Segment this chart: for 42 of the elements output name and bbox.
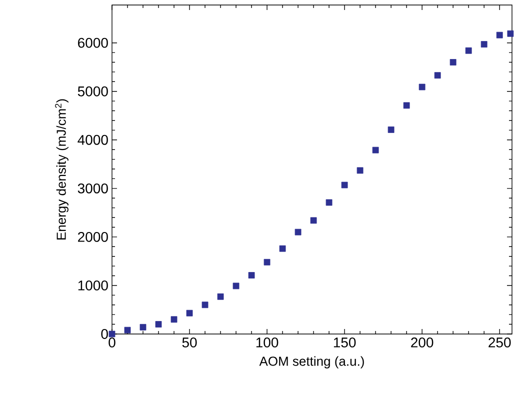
point xyxy=(202,302,208,308)
x-axis-title: AOM setting (a.u.) xyxy=(259,356,364,368)
point xyxy=(217,293,224,300)
point xyxy=(248,272,255,278)
point xyxy=(450,59,456,66)
y-tick-label: 2000 xyxy=(78,232,108,242)
point xyxy=(279,245,286,252)
x-tick-label: 250 xyxy=(488,338,511,348)
point xyxy=(264,258,270,266)
point xyxy=(403,102,410,109)
point xyxy=(232,282,240,290)
y-tick-label: 5000 xyxy=(78,86,108,96)
x-tick-label: 150 xyxy=(334,338,356,348)
x-tick-label: 50 xyxy=(182,338,197,348)
y-tick-label: 3000 xyxy=(78,183,108,194)
point xyxy=(356,167,364,174)
y-tick-label: 0 xyxy=(101,329,108,339)
point xyxy=(310,217,317,224)
x-tick-label: 100 xyxy=(256,338,278,348)
point xyxy=(326,199,332,206)
point xyxy=(388,126,394,133)
point xyxy=(170,316,178,323)
x-tick-label: 0 xyxy=(108,338,116,348)
point xyxy=(341,182,348,188)
point xyxy=(496,32,503,38)
y-tick-label: 4000 xyxy=(78,134,108,145)
point xyxy=(507,30,514,37)
point xyxy=(186,310,193,316)
y-axis-title: Energy density (mJ/cm$^{2}$) xyxy=(55,99,68,240)
point xyxy=(155,321,162,328)
point xyxy=(418,84,426,90)
point xyxy=(480,41,488,48)
point xyxy=(108,330,116,338)
x-tick-label: 200 xyxy=(411,338,434,348)
point xyxy=(124,326,131,334)
point xyxy=(140,324,146,330)
point xyxy=(372,146,379,154)
point xyxy=(294,228,302,236)
point xyxy=(434,72,441,79)
point xyxy=(465,47,472,54)
y-tick-label: 1000 xyxy=(78,280,108,290)
y-tick-label: 6000 xyxy=(78,38,108,48)
